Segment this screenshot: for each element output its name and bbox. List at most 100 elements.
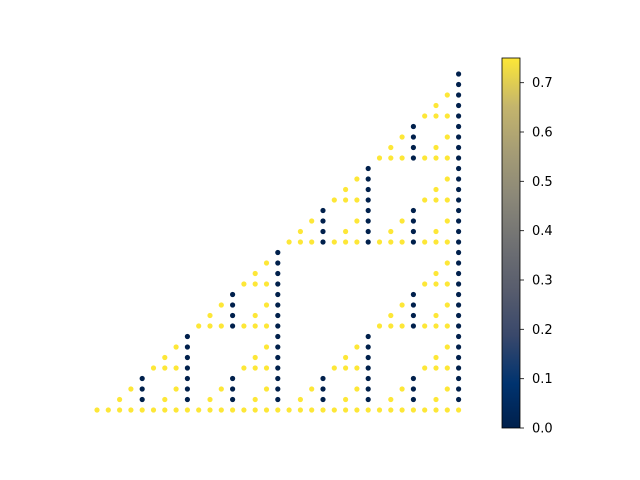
scatter-point bbox=[173, 386, 179, 392]
scatter-point bbox=[399, 302, 405, 308]
scatter-point bbox=[218, 386, 224, 392]
scatter-point bbox=[252, 270, 258, 277]
colorbar-tick-label: 0.2 bbox=[532, 323, 553, 338]
scatter-point bbox=[399, 323, 405, 329]
scatter-point bbox=[365, 375, 371, 382]
scatter-point bbox=[297, 239, 303, 245]
scatter-point bbox=[218, 323, 224, 329]
scatter-point bbox=[354, 239, 360, 245]
scatter-point bbox=[388, 312, 394, 319]
scatter-point bbox=[117, 396, 123, 403]
scatter-point bbox=[343, 197, 349, 203]
colorbar-gradient bbox=[501, 57, 521, 429]
scatter-point bbox=[422, 239, 428, 245]
scatter-point bbox=[444, 365, 450, 371]
scatter-point bbox=[252, 407, 258, 413]
scatter-point bbox=[410, 375, 416, 382]
scatter-point bbox=[433, 113, 439, 119]
colorbar-ticks: 0.0 0.1 0.2 0.3 0.4 0.5 0.6 0.7 bbox=[520, 76, 553, 437]
scatter-point bbox=[275, 354, 281, 361]
scatter-point bbox=[433, 396, 439, 403]
scatter-point bbox=[343, 365, 349, 371]
scatter-point bbox=[173, 407, 179, 413]
scatter-point bbox=[218, 302, 224, 308]
scatter-point bbox=[275, 375, 281, 382]
colorbar-tick-label: 0.5 bbox=[532, 175, 553, 190]
scatter-point bbox=[354, 197, 360, 203]
scatter-point bbox=[263, 407, 270, 413]
scatter-point bbox=[343, 407, 349, 413]
scatter-point bbox=[388, 239, 394, 245]
scatter-point bbox=[433, 155, 439, 161]
scatter-point bbox=[275, 260, 281, 266]
scatter-point bbox=[388, 407, 394, 413]
scatter-point bbox=[456, 333, 462, 340]
scatter-point bbox=[196, 323, 202, 329]
scatter-point bbox=[139, 386, 145, 392]
scatter-point bbox=[444, 260, 450, 266]
scatter-point bbox=[150, 407, 157, 413]
scatter-point bbox=[410, 386, 416, 392]
scatter-point bbox=[230, 323, 236, 329]
scatter-point bbox=[207, 407, 213, 413]
scatter-point bbox=[275, 386, 281, 392]
scatter-point bbox=[410, 239, 416, 245]
scatter-point bbox=[331, 239, 337, 245]
scatter-point bbox=[444, 323, 450, 329]
scatter-point bbox=[410, 207, 416, 214]
scatter-point bbox=[252, 312, 258, 319]
scatter-point bbox=[263, 323, 270, 329]
scatter-point bbox=[456, 113, 462, 119]
scatter-point bbox=[456, 92, 462, 98]
scatter-point bbox=[263, 386, 270, 392]
scatter-point bbox=[422, 113, 428, 119]
scatter-point bbox=[275, 407, 281, 413]
scatter-point bbox=[456, 155, 462, 161]
scatter-point bbox=[184, 333, 190, 340]
scatter-point bbox=[376, 155, 383, 161]
scatter-point bbox=[365, 239, 371, 245]
scatter-point bbox=[320, 228, 326, 235]
scatter-point bbox=[456, 165, 462, 172]
scatter-point bbox=[173, 365, 179, 371]
scatter-point bbox=[94, 407, 100, 413]
scatter-point bbox=[275, 291, 281, 298]
scatter-point bbox=[365, 197, 371, 203]
scatter-point bbox=[433, 270, 439, 277]
scatter-point bbox=[444, 92, 450, 98]
scatter-point bbox=[320, 218, 326, 224]
scatter-point bbox=[422, 407, 428, 413]
scatter-point bbox=[456, 207, 462, 214]
scatter-point bbox=[184, 354, 190, 361]
scatter-point bbox=[422, 281, 428, 287]
scatter-point bbox=[184, 396, 190, 403]
scatter-point bbox=[184, 407, 190, 413]
scatter-point bbox=[388, 155, 394, 161]
scatter-point bbox=[456, 281, 462, 287]
scatter-point bbox=[433, 186, 439, 193]
scatter-point bbox=[230, 291, 236, 298]
colorbar-tick-label: 0.6 bbox=[532, 126, 553, 141]
scatter-point bbox=[343, 239, 349, 245]
scatter-point bbox=[444, 176, 450, 182]
scatter-point bbox=[241, 407, 247, 413]
scatter-point bbox=[365, 218, 371, 224]
scatter-point bbox=[365, 186, 371, 193]
scatter-point bbox=[388, 323, 394, 329]
scatter-point bbox=[365, 407, 371, 413]
scatter-point bbox=[456, 396, 462, 403]
scatter-point bbox=[354, 344, 360, 350]
scatter-point bbox=[162, 354, 168, 361]
scatter-point bbox=[444, 344, 450, 350]
scatter-point bbox=[309, 218, 315, 224]
scatter-point bbox=[320, 396, 326, 403]
scatter-point bbox=[128, 386, 134, 392]
scatter-point bbox=[444, 281, 450, 287]
scatter-point bbox=[433, 312, 439, 319]
scatter-point bbox=[433, 102, 439, 109]
scatter-point bbox=[343, 354, 349, 361]
scatter-point bbox=[365, 365, 371, 371]
scatter-point bbox=[184, 386, 190, 392]
scatter-point bbox=[286, 407, 292, 413]
scatter-point bbox=[410, 407, 416, 413]
